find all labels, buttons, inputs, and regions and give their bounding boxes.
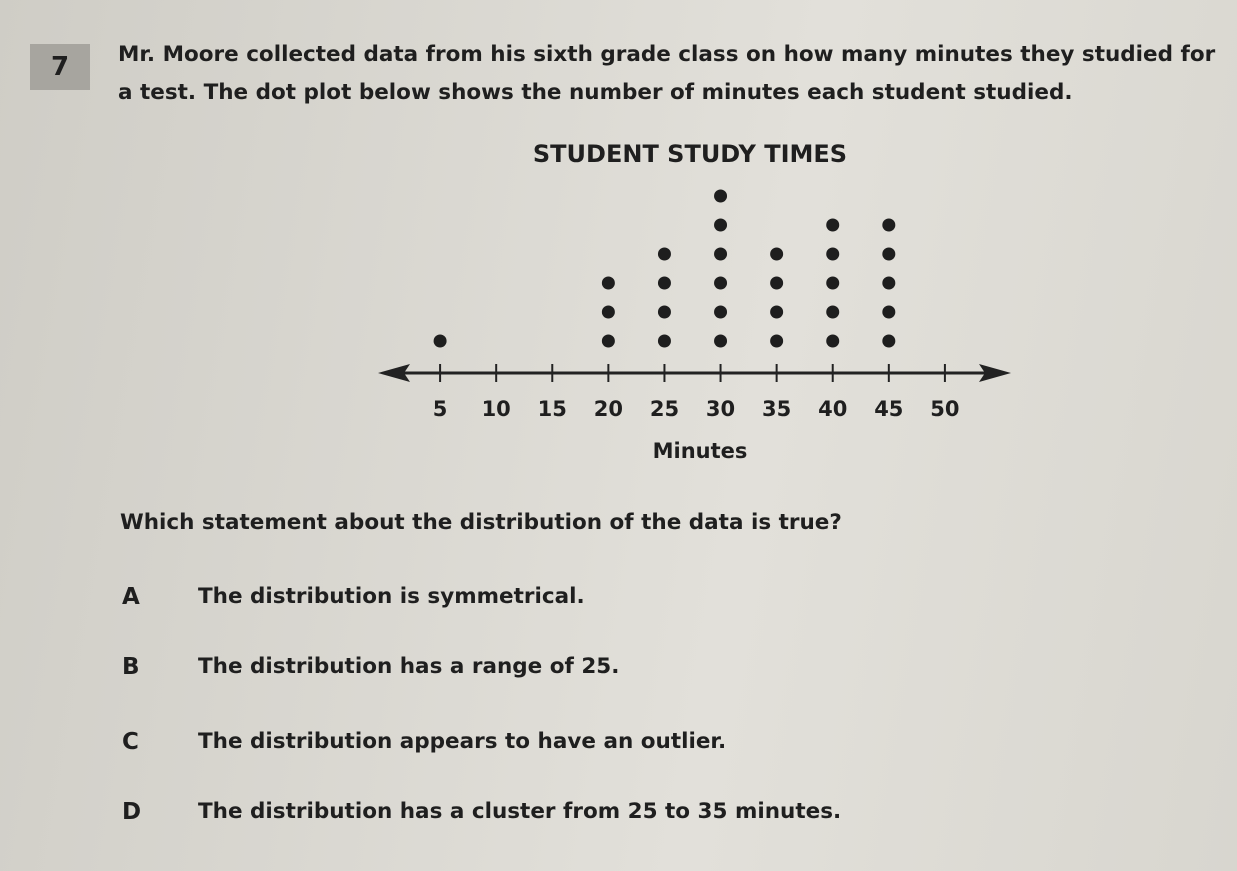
dot xyxy=(714,305,728,319)
x-tick-label: 30 xyxy=(706,397,735,421)
option-letter: A xyxy=(122,584,140,610)
axis-arrow xyxy=(979,364,1011,382)
option-letter: C xyxy=(122,729,139,755)
option-text: The distribution is symmetrical. xyxy=(198,584,585,609)
question-prompt: Mr. Moore collected data from his sixth … xyxy=(118,42,1216,105)
dot xyxy=(714,247,728,261)
x-tick-label: 50 xyxy=(930,397,959,421)
dot xyxy=(770,247,784,261)
dot xyxy=(882,276,896,290)
chart-title: STUDENT STUDY TIMES xyxy=(533,140,847,168)
question-number: 7 xyxy=(30,44,90,90)
option-letter: D xyxy=(122,799,142,825)
dot xyxy=(714,334,728,348)
dot xyxy=(826,218,840,232)
dot xyxy=(826,334,840,348)
x-tick-label: 45 xyxy=(874,397,903,421)
axis-arrow xyxy=(378,364,410,382)
x-tick-label: 40 xyxy=(818,397,847,421)
x-axis-label: Minutes xyxy=(653,439,748,463)
dot xyxy=(882,247,896,261)
dot xyxy=(770,334,784,348)
dot xyxy=(770,276,784,290)
dot xyxy=(657,334,671,348)
dot xyxy=(826,305,840,319)
x-tick-label: 35 xyxy=(762,397,791,421)
dot xyxy=(770,305,784,319)
dot xyxy=(714,276,728,290)
dot xyxy=(826,247,840,261)
dot xyxy=(601,305,615,319)
x-tick-label: 25 xyxy=(650,397,679,421)
dot xyxy=(882,334,896,348)
option-letter: B xyxy=(122,654,140,680)
dot xyxy=(657,247,671,261)
x-tick-label: 5 xyxy=(433,397,448,421)
dot xyxy=(657,276,671,290)
dot-plot: STUDENT STUDY TIMES Minutes 5 10 15 20 25 30 3… xyxy=(378,140,1011,463)
dot xyxy=(714,189,728,203)
dot xyxy=(826,276,840,290)
option-text: The distribution has a range of 25. xyxy=(198,654,620,679)
option-text: The distribution appears to have an outl… xyxy=(198,729,727,754)
dot xyxy=(882,305,896,319)
dot xyxy=(601,276,615,290)
question-stem: Which statement about the distribution o… xyxy=(120,510,842,535)
x-tick-label: 20 xyxy=(594,397,623,421)
option-text: The distribution has a cluster from 25 t… xyxy=(198,799,842,824)
dot xyxy=(657,305,671,319)
dot xyxy=(714,218,728,232)
dot xyxy=(882,218,896,232)
x-tick-label: 10 xyxy=(482,397,511,421)
dot xyxy=(601,334,615,348)
dot xyxy=(433,334,447,348)
x-tick-label: 15 xyxy=(538,397,567,421)
